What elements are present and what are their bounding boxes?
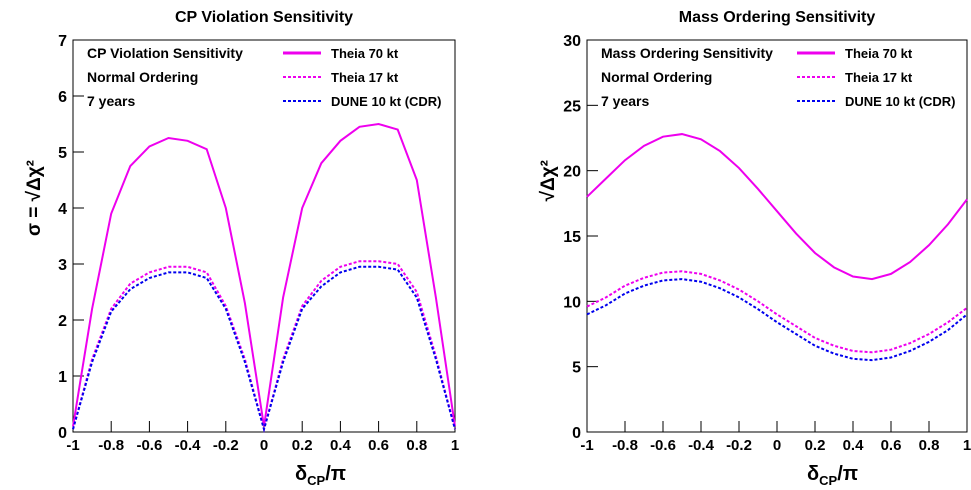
x-axis-label-part: δ <box>807 463 819 485</box>
x-tick-label: -0.8 <box>98 437 124 454</box>
panel: Mass Ordering Sensitivity -1 -0.8 -0.6 -0.4-… <box>538 9 971 488</box>
x-tick-label: 1 <box>451 437 459 454</box>
x-tick-label: 0.4 <box>330 437 352 454</box>
annotation: 7 years <box>87 93 135 109</box>
legend-label: DUNE 10 kt (CDR) <box>331 94 442 109</box>
legend-label: Theia 70 kt <box>845 46 913 61</box>
y-tick-label: 6 <box>58 89 67 106</box>
y-tick-label: 2 <box>58 313 67 330</box>
x-axis-label-part: /π <box>837 463 858 485</box>
x-axis-label-part: /π <box>325 463 346 485</box>
series-line <box>72 122 456 427</box>
x-tick-label: -1 <box>580 437 593 454</box>
annotation: 7 years <box>601 93 649 109</box>
x-tick-label: -0.2 <box>213 437 239 454</box>
y-tick-label: 3 <box>58 257 67 274</box>
y-tick-label: 5 <box>58 145 67 162</box>
x-tick-label: 0.8 <box>406 437 427 454</box>
series-line <box>586 270 968 354</box>
x-tick-label: 0.2 <box>292 437 313 454</box>
x-tick-label: 0.6 <box>881 437 902 454</box>
y-tick-label: 7 <box>58 33 67 50</box>
x-axis-label-part: CP <box>307 473 325 488</box>
x-tick-label: -1 <box>66 437 79 454</box>
x-tick-label: 1 <box>963 437 971 454</box>
annotation: Mass Ordering Sensitivity <box>601 45 773 61</box>
annotation: Normal Ordering <box>601 69 712 85</box>
x-tick-label: -0.8 <box>612 437 638 454</box>
x-tick-label: 0.4 <box>843 437 865 454</box>
y-tick-label: 0 <box>58 425 67 442</box>
annotation: Normal Ordering <box>87 69 198 85</box>
y-tick-label: 10 <box>563 294 581 311</box>
y-tick-label: 30 <box>563 33 581 50</box>
x-tick-label: 0 <box>260 437 268 454</box>
legend-label: Theia 17 kt <box>845 70 913 85</box>
x-tick-label: -0.2 <box>726 437 752 454</box>
y-tick-label: 4 <box>58 201 67 218</box>
x-tick-label: -0.6 <box>650 437 676 454</box>
y-axis-label: √Δχ² <box>538 160 559 201</box>
y-tick-label: 0 <box>572 425 581 442</box>
annotation: CP Violation Sensitivity <box>87 45 243 61</box>
series-line <box>586 278 968 362</box>
y-axis-label: σ = √Δχ² <box>24 160 45 236</box>
x-tick-label: 0 <box>773 437 781 454</box>
x-axis-label: δCP/π <box>807 463 858 488</box>
y-tick-label: 25 <box>563 98 581 115</box>
x-tick-label: -0.6 <box>136 437 162 454</box>
x-tick-label: -0.4 <box>688 437 715 454</box>
legend-label: Theia 17 kt <box>331 70 399 85</box>
x-tick-label: 0.2 <box>805 437 826 454</box>
series-line <box>586 133 968 281</box>
y-tick-label: 1 <box>58 369 67 386</box>
series-line <box>72 265 456 433</box>
y-tick-label: 15 <box>563 229 581 246</box>
x-axis-label: δCP/π <box>295 463 346 488</box>
legend-label: DUNE 10 kt (CDR) <box>845 94 956 109</box>
x-tick-label: 0.8 <box>919 437 940 454</box>
x-axis-label-part: CP <box>819 473 837 488</box>
x-axis-label-part: δ <box>295 463 307 485</box>
y-tick-label: 5 <box>572 360 581 377</box>
y-tick-label: 20 <box>563 164 581 181</box>
chart-title: Mass Ordering Sensitivity <box>679 9 876 26</box>
x-tick-label: -0.4 <box>175 437 202 454</box>
series-line <box>72 260 456 433</box>
panel: CP Violation Sensitivity -1 -0.8 -0.6 -0.4 -0… <box>24 9 459 488</box>
chart-title: CP Violation Sensitivity <box>175 9 353 26</box>
legend-label: Theia 70 kt <box>331 46 399 61</box>
x-tick-label: 0.6 <box>368 437 389 454</box>
